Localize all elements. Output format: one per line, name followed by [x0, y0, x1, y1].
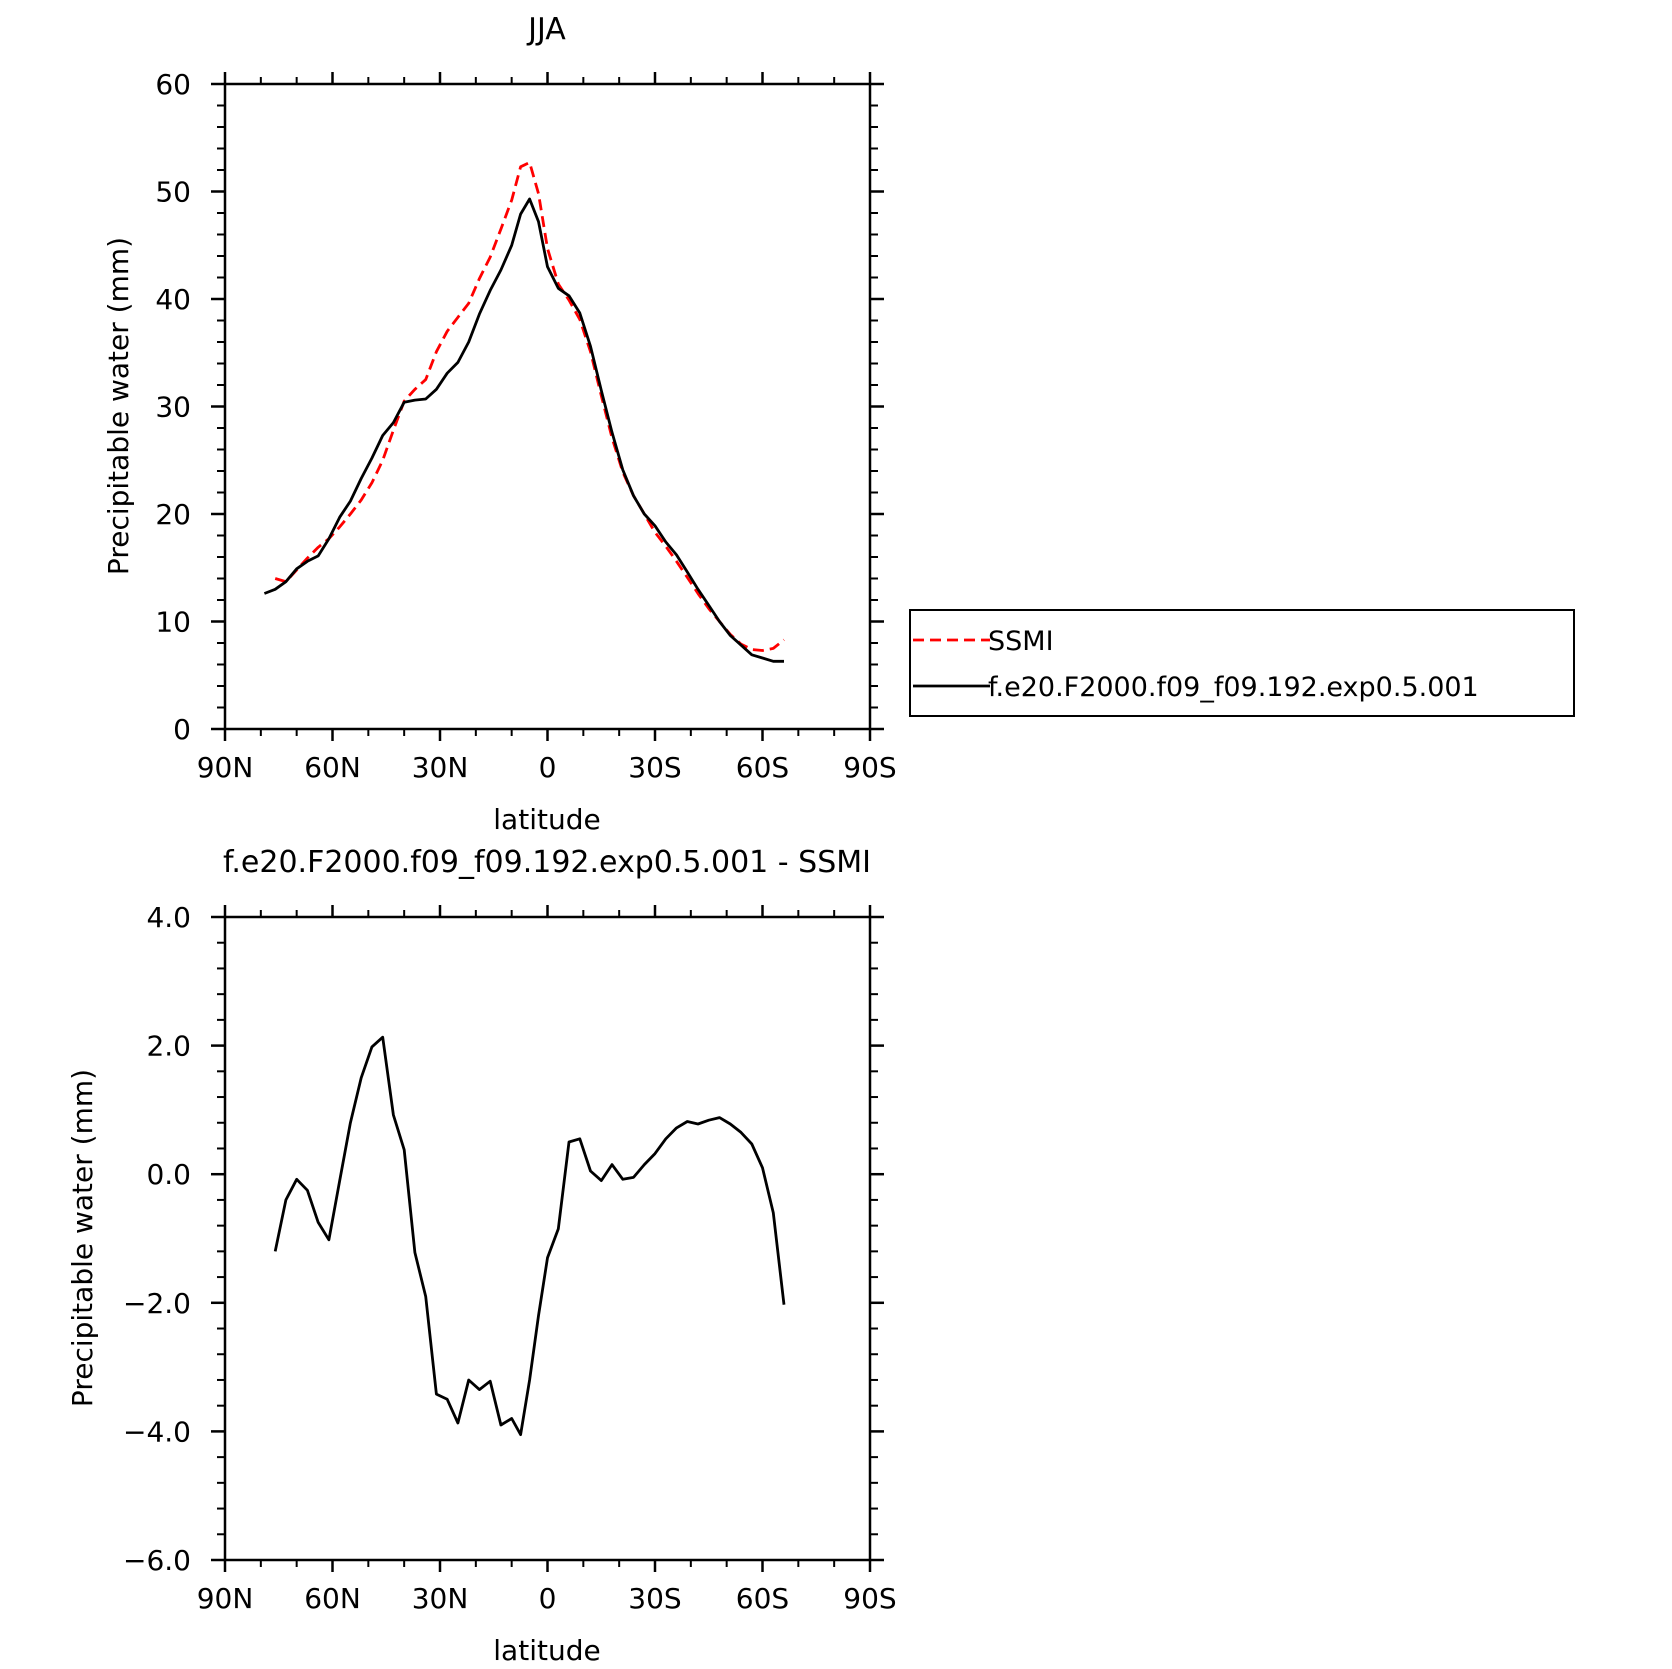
y-tick-label: 50: [155, 176, 191, 209]
x-tick-label: 90S: [843, 1582, 896, 1615]
chart-title: JJA: [526, 12, 566, 47]
tick-labels: 90N 60N 30N 0 30S 60S 90S 0 10 20 30 40 50 60: [155, 68, 896, 784]
legend-box: [909, 609, 1575, 717]
y-tick-label: −4.0: [123, 1415, 191, 1448]
y-tick-label: −2.0: [123, 1287, 191, 1320]
chart-jja: JJA 90N 60N 30N 0 30S 60S 90S 0 10 20 30 40 50 60 lat…: [102, 12, 1575, 836]
tick-marks: [211, 72, 884, 741]
series-layer: [273, 1035, 786, 1436]
y-tick-label: 20: [155, 498, 191, 531]
legend-label-model: f.e20.F2000.f09_f09.192.exp0.5.001: [988, 672, 1479, 703]
legend: SSMI f.e20.F2000.f09_f09.192.exp0.5.001: [909, 609, 1575, 717]
y-tick-label: 4.0: [146, 901, 191, 934]
y-tick-label: 2.0: [146, 1030, 191, 1063]
y-axis-label: Precipitable water (mm): [66, 1069, 99, 1407]
x-tick-label: 30N: [412, 1582, 469, 1615]
series-line-f-e20-f2000-f09-f09-192-exp0-5-001: [263, 197, 784, 663]
x-axis-label: latitude: [493, 803, 600, 836]
series-line-diff-0: [273, 1035, 786, 1436]
x-tick-label: 90N: [197, 1582, 254, 1615]
y-tick-label: 10: [155, 606, 191, 639]
y-tick-label: 0: [173, 713, 191, 746]
y-tick-label: 40: [155, 283, 191, 316]
y-tick-label: 0.0: [146, 1158, 191, 1191]
x-tick-label: 60N: [304, 1582, 361, 1615]
x-tick-label: 0: [539, 751, 557, 784]
x-tick-label: 60S: [736, 751, 789, 784]
series-line-ssmi: [274, 161, 785, 652]
y-tick-label: −6.0: [123, 1544, 191, 1577]
tick-labels: 90N 60N 30N 0 30S 60S 90S −6.0 −4.0 −2.0 0.0 2.0 4.0: [123, 901, 897, 1615]
x-axis-label: latitude: [493, 1634, 600, 1667]
chart-difference: f.e20.F2000.f09_f09.192.exp0.5.001 - SSM…: [66, 845, 897, 1667]
plot-frame: [223, 915, 872, 1562]
x-tick-label: 60S: [736, 1582, 789, 1615]
x-tick-label: 0: [539, 1582, 557, 1615]
x-tick-label: 30N: [412, 751, 469, 784]
x-tick-label: 60N: [304, 751, 361, 784]
x-tick-label: 90N: [197, 751, 254, 784]
series-layer: [263, 161, 785, 663]
x-tick-label: 30S: [628, 751, 681, 784]
chart-title: f.e20.F2000.f09_f09.192.exp0.5.001 - SSM…: [223, 845, 871, 880]
y-axis-label: Precipitable water (mm): [102, 237, 135, 575]
tick-marks: [211, 905, 884, 1572]
x-tick-label: 30S: [628, 1582, 681, 1615]
legend-label-ssmi: SSMI: [988, 626, 1054, 657]
x-tick-label: 90S: [843, 751, 896, 784]
y-tick-label: 60: [155, 68, 191, 101]
plot-frame: [223, 82, 872, 731]
y-tick-label: 30: [155, 391, 191, 424]
